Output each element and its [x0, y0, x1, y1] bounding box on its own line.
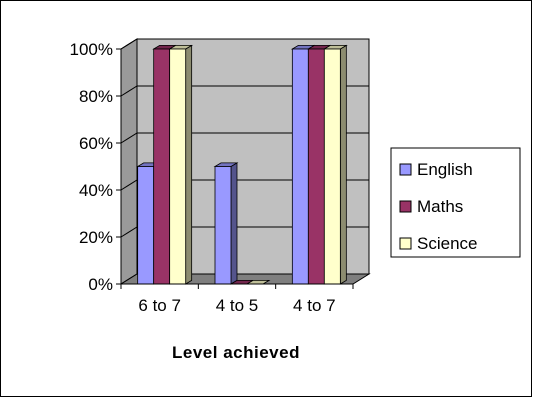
y-tick-label: 40%	[79, 181, 113, 200]
x-tick-label: 4 to 7	[293, 296, 336, 315]
bar-side-face	[230, 162, 238, 285]
bar-side-face	[185, 44, 193, 285]
x-axis-title: Level achieved	[172, 343, 300, 362]
legend-label: Science	[417, 234, 477, 253]
gridline	[120, 226, 369, 238]
x-tick-label: 4 to 5	[216, 296, 259, 315]
y-tick-label: 0%	[88, 275, 113, 294]
bar-front-face	[214, 166, 232, 285]
legend-swatch	[399, 163, 412, 176]
legend-swatch	[399, 200, 412, 213]
y-tick-label: 80%	[79, 87, 113, 106]
bar	[213, 162, 239, 285]
x-tick-label: 6 to 7	[138, 296, 181, 315]
gridline	[120, 38, 369, 50]
bar-front-face	[291, 48, 309, 285]
legend-label: English	[417, 160, 473, 179]
bar-front-face	[137, 166, 155, 285]
legend-box	[390, 147, 521, 258]
gridline	[120, 132, 369, 144]
legend-label: Maths	[417, 197, 463, 216]
legend: English Maths Science	[390, 147, 521, 258]
y-tick-label: 20%	[79, 228, 113, 247]
y-tick-label: 100%	[70, 40, 113, 59]
plot-side-wall	[120, 38, 138, 285]
y-tick-label: 60%	[79, 134, 113, 153]
bar	[168, 44, 194, 285]
legend-swatch	[399, 237, 412, 250]
bar-side-face	[339, 44, 347, 285]
bar-front-face	[153, 48, 171, 285]
bar-front-face	[169, 48, 187, 285]
gridline	[120, 85, 369, 97]
gridline	[120, 179, 369, 191]
bar-front-face	[323, 48, 341, 285]
bar	[322, 44, 348, 285]
bar-front-face	[307, 48, 325, 285]
